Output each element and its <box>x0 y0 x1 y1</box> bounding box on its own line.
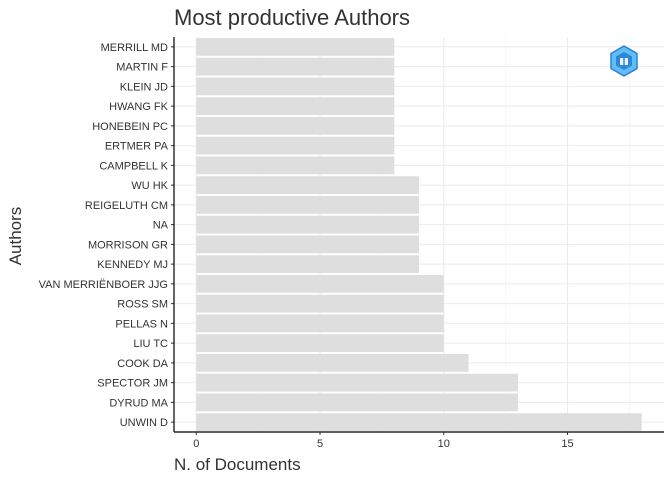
category-label: ROSS SM <box>117 299 168 311</box>
bar <box>196 195 419 214</box>
category-label: CAMPBELL K <box>99 160 168 172</box>
category-label: HONEBEIN PC <box>92 121 168 133</box>
bar <box>196 136 395 155</box>
category-label: SPECTOR JM <box>97 378 168 390</box>
category-label: NA <box>153 220 169 232</box>
category-label: KLEIN JD <box>120 81 168 93</box>
category-label: MORRISON GR <box>88 239 168 251</box>
bibliometrix-logo-icon <box>610 45 638 77</box>
category-label: VAN MERRIËNBOER JJG <box>39 279 168 291</box>
axes <box>171 37 664 435</box>
category-label: LIU TC <box>133 338 168 350</box>
bar <box>196 274 444 293</box>
x-tick-label: 10 <box>438 438 450 450</box>
bar <box>196 97 395 116</box>
bar <box>196 314 444 333</box>
category-labels: MERRILL MD MARTIN F KLEIN JD HWANG FK HONEBE… <box>39 42 169 429</box>
x-tick-label: 5 <box>317 438 323 450</box>
x-tick-label: 15 <box>561 438 573 450</box>
bar <box>196 37 395 56</box>
x-tick-label: 0 <box>193 438 199 450</box>
chart-title: Most productive Authors <box>174 5 410 30</box>
bar <box>196 235 419 254</box>
bar <box>196 294 444 313</box>
bar <box>196 215 419 234</box>
category-label: REIGELUTH CM <box>85 200 168 212</box>
bar <box>196 156 395 175</box>
y-axis-title: Authors <box>6 207 25 266</box>
bar <box>196 57 395 76</box>
category-label: KENNEDY MJ <box>97 259 168 271</box>
category-label: MARTIN F <box>116 62 168 74</box>
bar <box>196 255 419 274</box>
bars <box>196 37 642 432</box>
bar <box>196 176 419 195</box>
category-label: MERRILL MD <box>101 42 168 54</box>
x-tick-labels: 0 5 10 15 <box>193 438 573 450</box>
category-label: UNWIN D <box>120 417 168 429</box>
bar <box>196 413 642 432</box>
x-axis-title: N. of Documents <box>174 455 301 474</box>
category-label: COOK DA <box>117 358 168 370</box>
category-label: ERTMER PA <box>105 141 169 153</box>
bar <box>196 353 469 372</box>
bar <box>196 334 444 353</box>
bar <box>196 77 395 96</box>
bar <box>196 373 518 392</box>
grid-lines <box>174 37 664 432</box>
category-label: DYRUD MA <box>109 397 168 409</box>
bar <box>196 116 395 135</box>
category-label: HWANG FK <box>109 101 169 113</box>
bar <box>196 393 518 412</box>
category-label: WU HK <box>131 180 168 192</box>
category-label: PELLAS N <box>115 318 168 330</box>
